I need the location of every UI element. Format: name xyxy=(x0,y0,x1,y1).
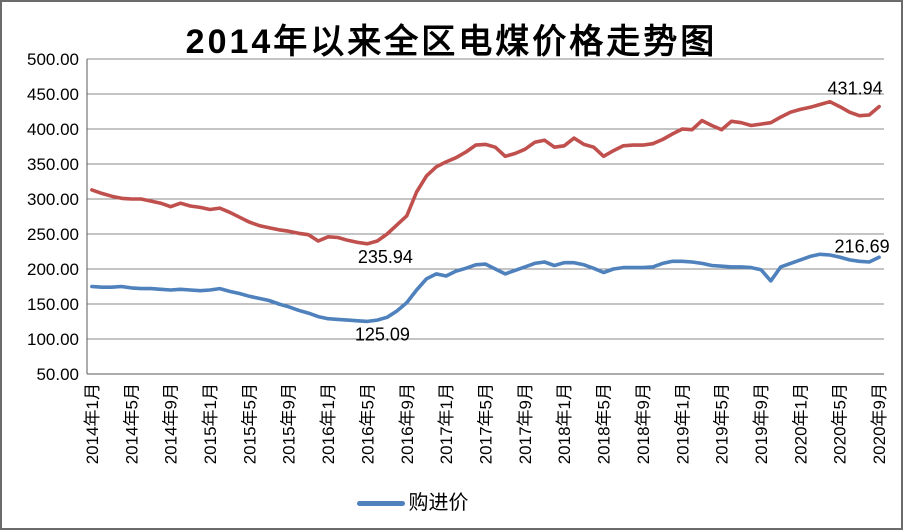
legend-label: 购进价 xyxy=(408,492,469,514)
x-tick-label: 2014年1月 xyxy=(83,383,102,464)
x-tick-label: 2016年9月 xyxy=(398,383,417,464)
x-tick-label: 2015年9月 xyxy=(280,383,299,464)
data-label: 235.94 xyxy=(358,247,413,267)
y-tick-label: 500.00 xyxy=(27,50,79,69)
x-tick-label: 2015年1月 xyxy=(201,383,220,464)
y-tick-label: 150.00 xyxy=(27,295,79,314)
y-tick-label: 50.00 xyxy=(36,365,79,384)
x-tick-label: 2019年9月 xyxy=(752,383,771,464)
y-tick-label: 200.00 xyxy=(27,260,79,279)
x-tick-label: 2019年5月 xyxy=(713,383,732,464)
data-label: 125.09 xyxy=(355,324,410,344)
y-tick-label: 250.00 xyxy=(27,225,79,244)
series-line-series1 xyxy=(90,99,881,246)
x-tick-label: 2019年1月 xyxy=(673,383,692,464)
data-label: 431.94 xyxy=(828,79,883,99)
x-tick-label: 2016年1月 xyxy=(319,383,338,464)
chart-title: 2014年以来全区电煤价格走势图 xyxy=(185,23,718,61)
x-tick-label: 2017年1月 xyxy=(437,383,456,464)
x-tick-label: 2020年1月 xyxy=(791,383,810,464)
y-tick-label: 300.00 xyxy=(27,190,79,209)
x-tick-label: 2020年5月 xyxy=(831,383,850,464)
x-tick-label: 2014年5月 xyxy=(122,383,141,464)
x-tick-label: 2015年5月 xyxy=(240,383,259,464)
x-tick-label: 2017年9月 xyxy=(516,383,535,464)
data-label: 216.69 xyxy=(835,236,890,256)
x-tick-label: 2018年5月 xyxy=(595,383,614,464)
series-line-购进价 xyxy=(90,252,881,324)
legend: 购进价 xyxy=(356,492,469,514)
y-tick-label: 350.00 xyxy=(27,155,79,174)
x-tick-label: 2014年9月 xyxy=(162,383,181,464)
y-tick-label: 450.00 xyxy=(27,85,79,104)
x-tick-label: 2018年1月 xyxy=(555,383,574,464)
x-tick-label: 2018年9月 xyxy=(634,383,653,464)
y-tick-label: 400.00 xyxy=(27,120,79,139)
legend-line-swatch xyxy=(356,500,405,506)
x-tick-label: 2020年9月 xyxy=(870,383,889,464)
x-tick-label: 2017年5月 xyxy=(477,383,496,464)
x-tick-label: 2016年5月 xyxy=(358,383,377,464)
y-tick-label: 100.00 xyxy=(27,330,79,349)
